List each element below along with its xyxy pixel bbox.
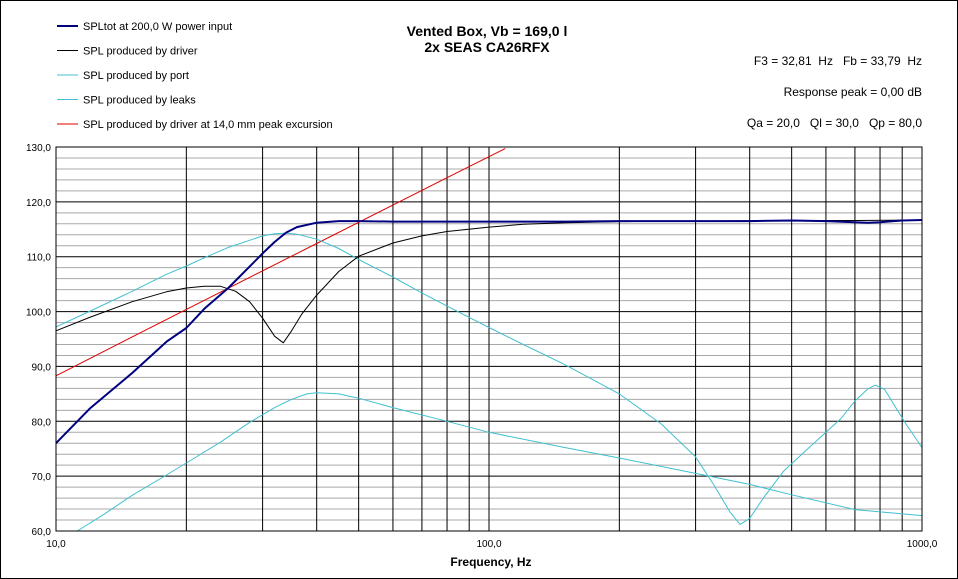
chart-subtitle: 2x SEAS CA26RFX (424, 39, 550, 55)
y-tick-label: 100,0 (26, 308, 51, 319)
info-response-peak: Response peak = 0,00 dB (784, 85, 922, 99)
y-tick-label: 90,0 (32, 362, 52, 373)
y-tick-label: 70,0 (32, 472, 52, 483)
y-tick-label: 120,0 (26, 198, 51, 209)
y-tick-label: 110,0 (27, 253, 52, 264)
x-axis-title: Frequency, Hz (450, 555, 531, 569)
legend-label: SPL produced by port (83, 70, 189, 82)
info-f3-fb: F3 = 32,81 Hz Fb = 33,79 Hz (754, 54, 922, 68)
plot-border (55, 146, 923, 532)
x-tick-label: 1000,0 (907, 539, 938, 550)
info-q-values: Qa = 20,0 Ql = 30,0 Qp = 80,0 (747, 116, 922, 130)
series-line-1 (55, 219, 923, 444)
y-tick-label: 130,0 (26, 143, 51, 154)
x-tick-label: 10,0 (46, 539, 66, 550)
legend-label: SPLtot at 200,0 W power input (83, 21, 232, 33)
x-tick-label: 100,0 (476, 539, 501, 550)
y-tick-label: 80,0 (32, 417, 52, 428)
series-line-5 (55, 148, 506, 377)
chart-title: Vented Box, Vb = 169,0 l (407, 23, 568, 39)
series-line-3 (55, 232, 923, 525)
legend-label: SPL produced by leaks (83, 95, 196, 107)
legend-label: SPL produced by driver (83, 46, 198, 58)
legend-label: SPL produced by driver at 14,0 mm peak e… (83, 119, 333, 131)
y-tick-label: 60,0 (32, 527, 52, 538)
series-line-4 (77, 392, 923, 532)
